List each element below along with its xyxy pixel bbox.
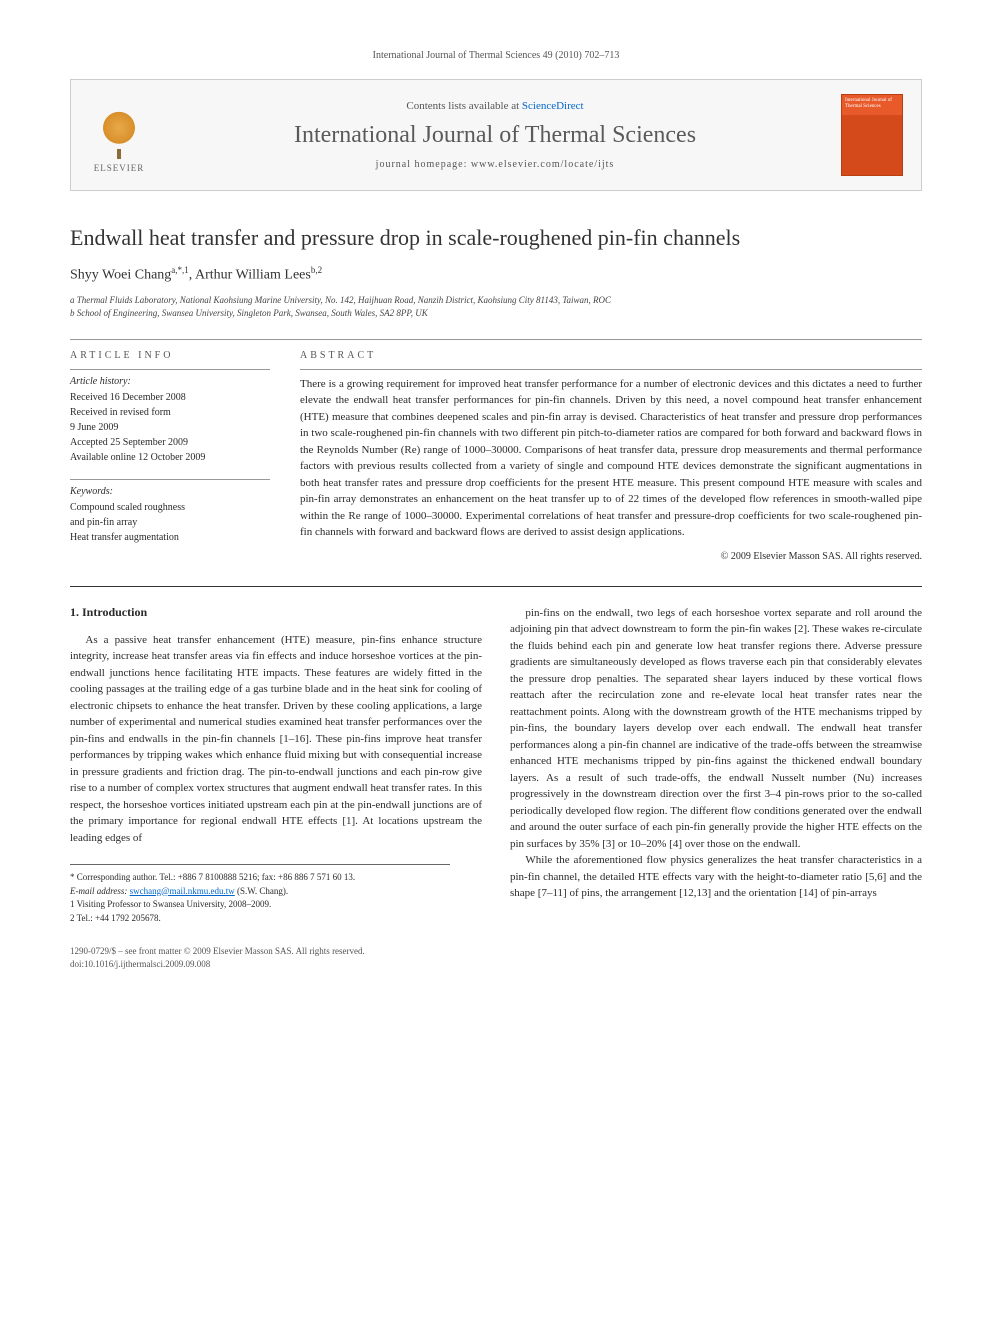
body-text-right: pin-fins on the endwall, two legs of eac… [510,605,922,902]
article-history-block: Article history: Received 16 December 20… [70,369,270,465]
divider-top [70,339,922,340]
author-1-sup: a,*,1 [171,265,189,275]
affiliations: a Thermal Fluids Laboratory, National Ka… [70,294,922,321]
affiliation-a: a Thermal Fluids Laboratory, National Ka… [70,294,922,308]
abstract-section-label: ABSTRACT [300,350,922,361]
body-two-columns: 1. Introduction As a passive heat transf… [70,605,922,926]
journal-name: International Journal of Thermal Science… [167,122,823,149]
email-tail: (S.W. Chang). [235,886,288,896]
sciencedirect-link[interactable]: ScienceDirect [522,100,584,112]
paragraph: pin-fins on the endwall, two legs of eac… [510,605,922,853]
body-column-left: 1. Introduction As a passive heat transf… [70,605,482,926]
affiliation-b: b School of Engineering, Swansea Univers… [70,307,922,321]
author-2: Arthur William Lees [195,268,311,283]
elsevier-logo: ELSEVIER [89,98,149,173]
elsevier-tree-icon [95,111,143,159]
contents-prefix: Contents lists available at [406,100,521,112]
info-abstract-row: ARTICLE INFO Article history: Received 1… [70,350,922,562]
history-line: 9 June 2009 [70,420,270,435]
paragraph: While the aforementioned flow physics ge… [510,852,922,902]
history-line: Received 16 December 2008 [70,390,270,405]
footer-bar: 1290-0729/$ – see front matter © 2009 El… [70,945,922,970]
keywords-block: Keywords: Compound scaled roughness and … [70,479,270,545]
footnote-1: 1 Visiting Professor to Swansea Universi… [70,898,450,912]
abstract-column: ABSTRACT There is a growing requirement … [300,350,922,562]
contents-line: Contents lists available at ScienceDirec… [167,100,823,112]
info-section-label: ARTICLE INFO [70,350,270,361]
paragraph: As a passive heat transfer enhancement (… [70,632,482,847]
header-reference: International Journal of Thermal Science… [70,50,922,61]
journal-cover-thumbnail: International Journal of Thermal Science… [841,94,903,176]
email-link[interactable]: swchang@mail.nkmu.edu.tw [130,886,235,896]
page-container: International Journal of Thermal Science… [0,0,992,1010]
keyword-line: Compound scaled roughness [70,500,270,515]
body-column-right: pin-fins on the endwall, two legs of eac… [510,605,922,926]
journal-homepage: journal homepage: www.elsevier.com/locat… [167,159,823,170]
author-2-sup: b,2 [311,265,322,275]
footnotes: * Corresponding author. Tel.: +886 7 810… [70,864,450,925]
elsevier-label: ELSEVIER [94,163,145,173]
email-line: E-mail address: swchang@mail.nkmu.edu.tw… [70,885,450,899]
footer-line-1: 1290-0729/$ – see front matter © 2009 El… [70,945,922,958]
homepage-prefix: journal homepage: [376,159,471,170]
footnote-2: 2 Tel.: +44 1792 205678. [70,912,450,926]
abstract-copyright: © 2009 Elsevier Masson SAS. All rights r… [300,551,922,562]
footer-line-2: doi:10.1016/j.ijthermalsci.2009.09.008 [70,958,922,971]
masthead-center: Contents lists available at ScienceDirec… [167,100,823,170]
body-text-left: As a passive heat transfer enhancement (… [70,632,482,847]
keyword-line: and pin-fin array [70,515,270,530]
homepage-url: www.elsevier.com/locate/ijts [471,159,614,170]
keywords-label: Keywords: [70,486,270,497]
section-heading-intro: 1. Introduction [70,605,482,620]
history-label: Article history: [70,376,270,387]
author-1: Shyy Woei Chang [70,268,171,283]
corresponding-author: * Corresponding author. Tel.: +886 7 810… [70,871,450,885]
authors-line: Shyy Woei Changa,*,1, Arthur William Lee… [70,265,922,284]
keyword-line: Heat transfer augmentation [70,530,270,545]
cover-label: International Journal of Thermal Science… [845,98,899,109]
divider-body [70,586,922,587]
email-label: E-mail address: [70,886,130,896]
article-title: Endwall heat transfer and pressure drop … [70,225,922,251]
history-line: Available online 12 October 2009 [70,450,270,465]
history-line: Accepted 25 September 2009 [70,435,270,450]
masthead: ELSEVIER Contents lists available at Sci… [70,79,922,191]
abstract-text: There is a growing requirement for impro… [300,369,922,541]
article-info-column: ARTICLE INFO Article history: Received 1… [70,350,270,562]
history-line: Received in revised form [70,405,270,420]
